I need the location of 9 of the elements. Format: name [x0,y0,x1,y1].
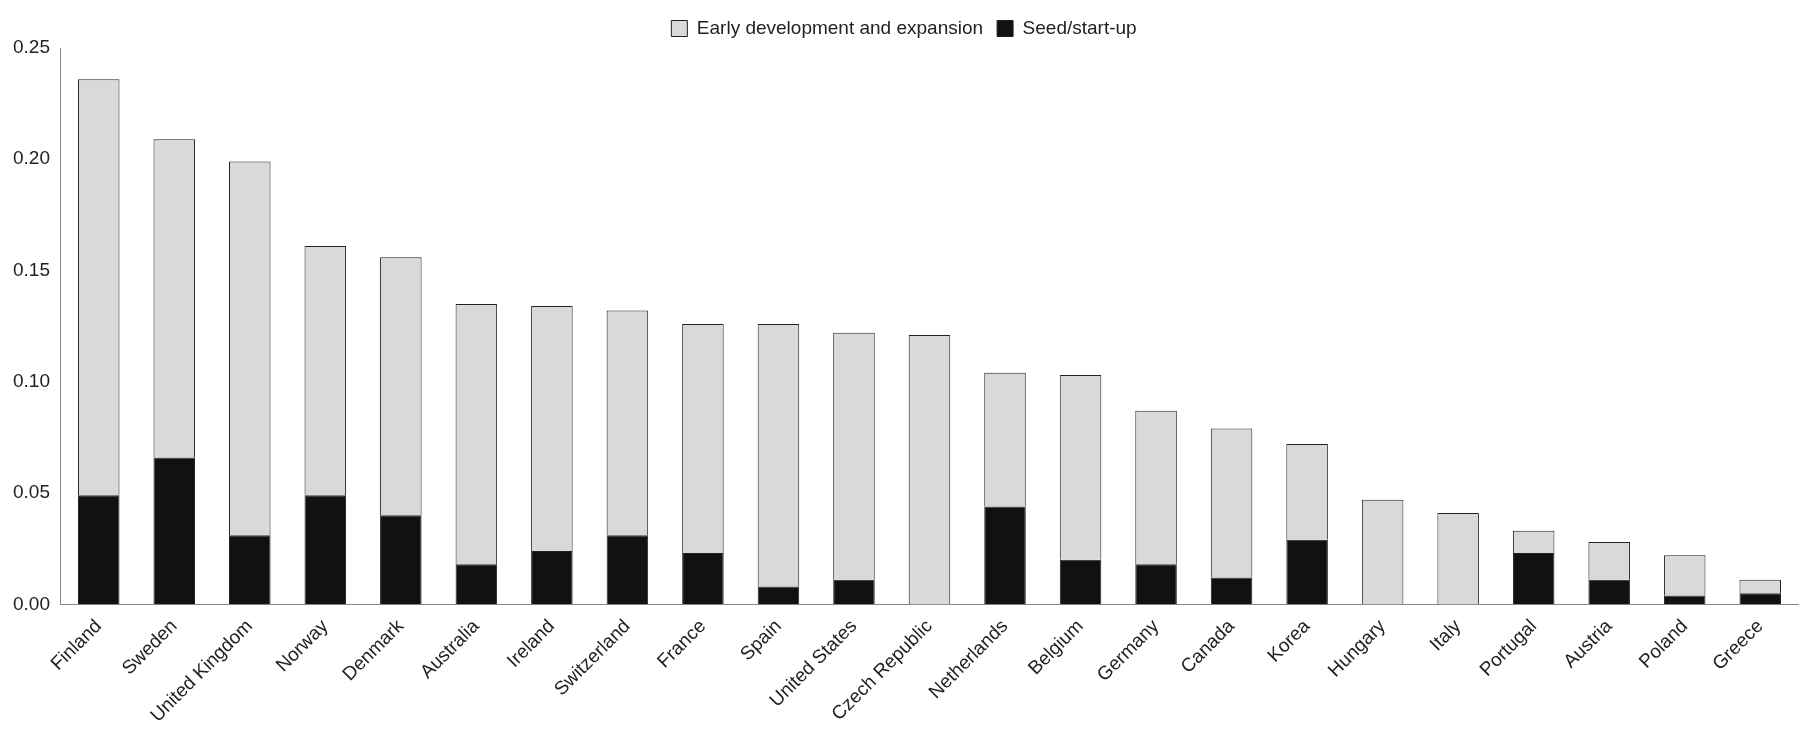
y-tick-label: 0.05 [13,481,50,503]
y-tick-label: 0.15 [13,258,50,280]
y-tick-label: 0.20 [13,147,50,169]
legend-label: Seed/start-up [1022,16,1137,38]
x-tick-label: Italy [1425,614,1466,655]
legend-label: Early development and expansion [696,16,984,38]
y-tick-label: 0.25 [13,36,50,58]
y-tick-label: 0.10 [13,370,50,392]
y-tick-label: 0.00 [13,592,50,614]
